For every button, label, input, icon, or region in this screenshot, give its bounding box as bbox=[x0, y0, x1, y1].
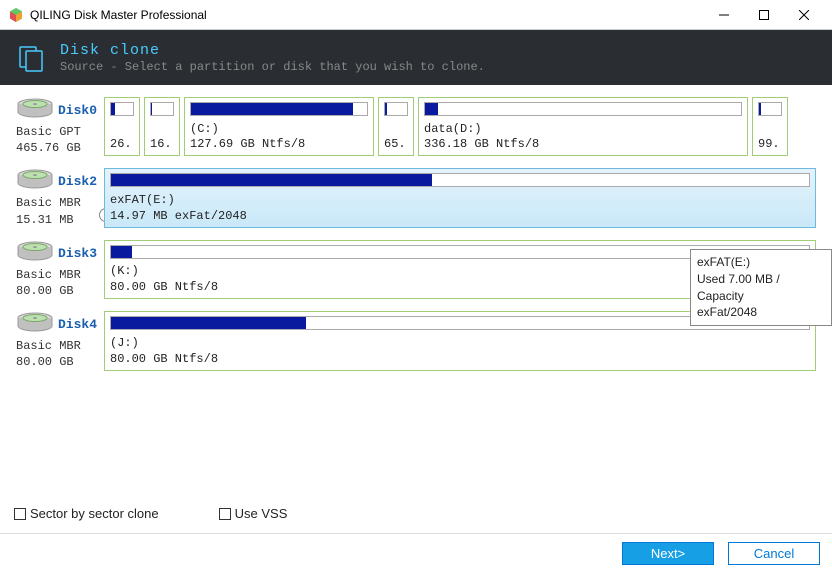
partition-usage-bar bbox=[190, 102, 368, 116]
next-button[interactable]: Next> bbox=[622, 542, 714, 565]
disk-info: Disk3 Basic MBR 80.00 GB bbox=[16, 240, 104, 299]
partition-info: 127.69 GB Ntfs/8 bbox=[190, 137, 368, 151]
disk-icon bbox=[16, 240, 54, 267]
partition-label: data(D:) bbox=[424, 122, 742, 136]
partition[interactable]: 65... bbox=[378, 97, 414, 156]
partition-tooltip: exFAT(E:) Used 7.00 MB / Capacity exFat/… bbox=[690, 249, 832, 326]
partition-usage-fill bbox=[111, 174, 432, 186]
window-title: QILING Disk Master Professional bbox=[30, 8, 704, 22]
disk-icon bbox=[16, 97, 54, 124]
partition[interactable]: exFAT(E:) 14.97 MB exFat/2048 bbox=[104, 168, 816, 227]
tooltip-line: exFAT(E:) bbox=[697, 254, 825, 271]
sector-clone-checkbox[interactable]: Sector by sector clone bbox=[14, 506, 159, 521]
disk-size: 80.00 GB bbox=[16, 283, 104, 299]
app-logo-icon bbox=[8, 7, 24, 23]
checkbox-label: Sector by sector clone bbox=[30, 506, 159, 521]
maximize-button[interactable] bbox=[744, 1, 784, 29]
partition-info: 80.00 GB Ntfs/8 bbox=[110, 352, 810, 366]
close-button[interactable] bbox=[784, 1, 824, 29]
disk-name: Disk4 bbox=[58, 317, 97, 332]
page-header: Disk clone Source - Select a partition o… bbox=[0, 30, 832, 85]
minimize-button[interactable] bbox=[704, 1, 744, 29]
partition-label: (C:) bbox=[190, 122, 368, 136]
partition-info: 65... bbox=[384, 137, 408, 151]
partition[interactable]: 99... bbox=[752, 97, 788, 156]
checkbox-icon bbox=[14, 508, 26, 520]
partition-usage-fill bbox=[151, 103, 152, 115]
partition-usage-bar bbox=[110, 102, 134, 116]
disk-clone-icon bbox=[18, 44, 46, 72]
disk-size: 465.76 GB bbox=[16, 140, 104, 156]
disk-type: Basic GPT bbox=[16, 124, 104, 140]
partition-info: 14.97 MB exFat/2048 bbox=[110, 209, 810, 223]
disk-info: Disk2 Basic MBR 15.31 MB bbox=[16, 168, 104, 227]
page-subtitle: Source - Select a partition or disk that… bbox=[60, 60, 485, 74]
partition-usage-bar bbox=[384, 102, 408, 116]
disk-type: Basic MBR bbox=[16, 338, 104, 354]
disk-icon bbox=[16, 168, 54, 195]
partition-usage-bar bbox=[150, 102, 174, 116]
partitions: 26... 16... (C:) 127.69 GB Ntfs/8 65... … bbox=[104, 97, 816, 156]
tooltip-line: Used 7.00 MB / Capacity bbox=[697, 271, 825, 305]
partition-usage-fill bbox=[759, 103, 761, 115]
partition-usage-fill bbox=[425, 103, 438, 115]
partition-info: 26... bbox=[110, 137, 134, 151]
partition-info: 336.18 GB Ntfs/8 bbox=[424, 137, 742, 151]
partition-label: (J:) bbox=[110, 336, 810, 350]
partition-usage-fill bbox=[111, 246, 132, 258]
partition-usage-fill bbox=[111, 103, 115, 115]
partition-usage-bar bbox=[110, 173, 810, 187]
partition-usage-fill bbox=[111, 317, 306, 329]
disk-info: Disk4 Basic MBR 80.00 GB bbox=[16, 311, 104, 370]
partition[interactable]: 26... bbox=[104, 97, 140, 156]
cancel-button[interactable]: Cancel bbox=[728, 542, 820, 565]
disk-name: Disk0 bbox=[58, 103, 97, 118]
footer: Sector by sector clone Use VSS Next> Can… bbox=[0, 500, 832, 573]
partition-usage-bar bbox=[758, 102, 782, 116]
disk-size: 80.00 GB bbox=[16, 354, 104, 370]
partition[interactable]: 16... bbox=[144, 97, 180, 156]
checkbox-icon bbox=[219, 508, 231, 520]
partition-info: 16... bbox=[150, 137, 174, 151]
disk-info: Disk0 Basic GPT 465.76 GB bbox=[16, 97, 104, 156]
disk-name: Disk3 bbox=[58, 246, 97, 261]
titlebar: QILING Disk Master Professional bbox=[0, 0, 832, 30]
partitions: exFAT(E:) 14.97 MB exFat/2048 bbox=[104, 168, 816, 227]
disk-type: Basic MBR bbox=[16, 267, 104, 283]
checkbox-label: Use VSS bbox=[235, 506, 288, 521]
partition[interactable]: data(D:) 336.18 GB Ntfs/8 bbox=[418, 97, 748, 156]
partition-usage-fill bbox=[385, 103, 387, 115]
partition[interactable]: (C:) 127.69 GB Ntfs/8 bbox=[184, 97, 374, 156]
partition-label: exFAT(E:) bbox=[110, 193, 810, 207]
partition-usage-fill bbox=[191, 103, 353, 115]
partition-usage-bar bbox=[424, 102, 742, 116]
partition-info: 99... bbox=[758, 137, 782, 151]
disk-icon bbox=[16, 311, 54, 338]
page-title: Disk clone bbox=[60, 42, 485, 59]
disk-type: Basic MBR bbox=[16, 195, 104, 211]
tooltip-line: exFat/2048 bbox=[697, 304, 825, 321]
use-vss-checkbox[interactable]: Use VSS bbox=[219, 506, 288, 521]
disk-size: 15.31 MB bbox=[16, 212, 104, 228]
disk-row[interactable]: Disk0 Basic GPT 465.76 GB 26... 16... (C… bbox=[16, 97, 816, 156]
disk-name: Disk2 bbox=[58, 174, 97, 189]
disk-row[interactable]: Disk2 Basic MBR 15.31 MB exFAT(E:) 14.97… bbox=[16, 168, 816, 227]
